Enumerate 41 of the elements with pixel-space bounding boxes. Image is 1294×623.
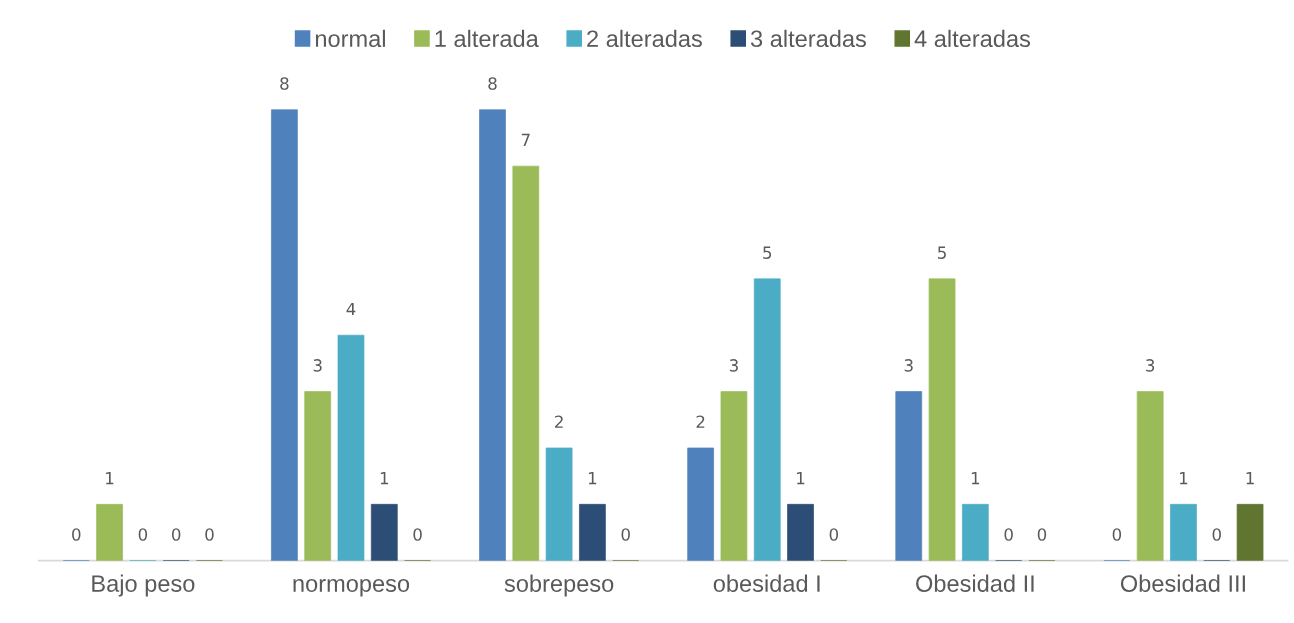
- data-label: 0: [413, 528, 422, 541]
- data-label: 0: [72, 528, 81, 541]
- data-label: 1: [1180, 472, 1188, 485]
- data-label: 0: [205, 528, 214, 541]
- data-label: 8: [488, 77, 497, 90]
- data-label: 8: [280, 77, 289, 90]
- data-label: 0: [1112, 528, 1122, 541]
- legend-label: 3 alteradas: [750, 29, 866, 48]
- legend-label: 2 alteradas: [587, 29, 702, 48]
- legend-label: 1 alterada: [435, 29, 539, 48]
- data-label: 0: [138, 528, 148, 541]
- data-label: 3: [904, 359, 913, 372]
- data-label: 0: [1037, 528, 1047, 541]
- x-tick-label: sobrepeso: [504, 574, 614, 597]
- data-label: 3: [729, 359, 738, 372]
- data-label: 1: [106, 472, 114, 485]
- data-label: 2: [696, 415, 705, 428]
- data-label: 5: [763, 246, 772, 259]
- data-label: 2: [555, 415, 563, 428]
- data-label: 3: [313, 359, 322, 372]
- x-tick-label: normopeso: [293, 578, 410, 597]
- data-label: 3: [1146, 359, 1155, 372]
- data-label: 1: [1246, 472, 1254, 485]
- data-label: 1: [588, 472, 597, 485]
- data-label: 1: [797, 472, 805, 485]
- data-label: 0: [171, 528, 181, 541]
- data-label: 1: [971, 472, 980, 485]
- data-label: 0: [829, 528, 839, 541]
- data-label: 0: [1212, 528, 1221, 541]
- data-label: 7: [521, 133, 530, 146]
- data-label: 1: [380, 472, 389, 485]
- x-tick-label: Bajo peso: [92, 574, 195, 597]
- legend-label: normal: [315, 29, 385, 48]
- x-tick-label: Obesidad II: [916, 574, 1034, 592]
- data-label: 4: [346, 302, 356, 316]
- x-tick-label: obesidad I: [713, 574, 820, 592]
- data-label: 0: [621, 528, 630, 541]
- legend-label: 4 alteradas: [914, 29, 1031, 48]
- data-label: 0: [1004, 528, 1013, 541]
- x-tick-label: Obesidad III: [1120, 574, 1245, 592]
- data-label: 5: [938, 246, 946, 259]
